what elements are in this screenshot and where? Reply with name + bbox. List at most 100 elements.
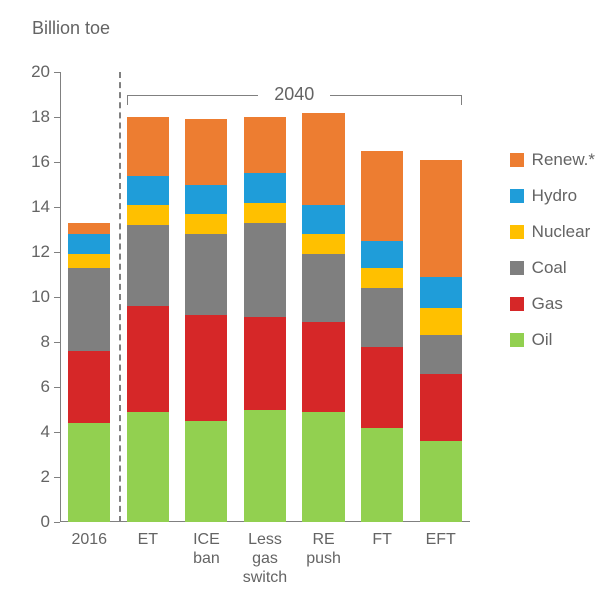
bar-segment-renew [185, 119, 227, 184]
bar-segment-coal [302, 254, 344, 322]
energy-stacked-bar-chart: Billion toe 024681012141618202016ETICE b… [0, 0, 605, 590]
legend-swatch [510, 261, 524, 275]
y-tick [54, 117, 60, 118]
legend-swatch [510, 333, 524, 347]
bars-container [60, 72, 470, 522]
legend-item-coal: Coal [510, 258, 595, 278]
bar [68, 223, 110, 522]
bar [361, 151, 403, 522]
bar-segment-renew [244, 117, 286, 173]
y-tick [54, 252, 60, 253]
bar-segment-gas [420, 374, 462, 442]
y-tick-label: 4 [41, 422, 50, 442]
y-tick [54, 387, 60, 388]
bar-segment-hydro [244, 173, 286, 202]
bar-segment-nuclear [185, 214, 227, 234]
x-category-label: 2016 [60, 530, 119, 549]
period-bracket-tick [461, 95, 462, 105]
legend: Renew.* Hydro Nuclear Coal Gas Oil [510, 150, 595, 350]
bar-segment-coal [361, 288, 403, 347]
y-tick [54, 72, 60, 73]
bar-segment-renew [302, 113, 344, 205]
bar-segment-hydro [420, 277, 462, 309]
y-tick-label: 14 [31, 197, 50, 217]
bar-segment-nuclear [302, 234, 344, 254]
bar-segment-nuclear [361, 268, 403, 288]
y-tick [54, 342, 60, 343]
bar-segment-nuclear [244, 203, 286, 223]
legend-label: Oil [532, 330, 553, 350]
bar-segment-renew [68, 223, 110, 234]
period-label: 2040 [264, 84, 324, 105]
bar-segment-hydro [302, 205, 344, 234]
y-tick-label: 10 [31, 287, 50, 307]
y-axis-title: Billion toe [32, 18, 110, 39]
y-tick-label: 12 [31, 242, 50, 262]
legend-item-renew: Renew.* [510, 150, 595, 170]
legend-label: Nuclear [532, 222, 591, 242]
bar-segment-gas [127, 306, 169, 412]
y-tick [54, 297, 60, 298]
bar-segment-coal [244, 223, 286, 318]
bar-segment-oil [420, 441, 462, 522]
y-tick-label: 8 [41, 332, 50, 352]
bar-segment-coal [185, 234, 227, 315]
x-category-label: Less gas switch [236, 530, 295, 588]
legend-item-gas: Gas [510, 294, 595, 314]
bar-segment-hydro [68, 234, 110, 254]
legend-swatch [510, 225, 524, 239]
bar-segment-oil [361, 428, 403, 523]
bar-segment-oil [68, 423, 110, 522]
scenario-divider [119, 72, 121, 522]
y-tick [54, 207, 60, 208]
y-tick-label: 2 [41, 467, 50, 487]
bar-segment-hydro [127, 176, 169, 205]
bar-segment-coal [68, 268, 110, 351]
period-bracket-line [127, 95, 259, 96]
y-tick [54, 522, 60, 523]
bar-segment-gas [244, 317, 286, 409]
bar-segment-nuclear [68, 254, 110, 268]
bar-segment-oil [127, 412, 169, 522]
legend-swatch [510, 189, 524, 203]
bar [302, 113, 344, 523]
bar-segment-renew [127, 117, 169, 176]
bar [185, 119, 227, 522]
legend-label: Coal [532, 258, 567, 278]
legend-label: Hydro [532, 186, 577, 206]
y-tick [54, 162, 60, 163]
bar-segment-hydro [361, 241, 403, 268]
bar-segment-gas [302, 322, 344, 412]
x-category-label: FT [353, 530, 412, 549]
legend-swatch [510, 297, 524, 311]
legend-item-hydro: Hydro [510, 186, 595, 206]
bar-segment-hydro [185, 185, 227, 214]
y-tick-label: 18 [31, 107, 50, 127]
y-tick [54, 432, 60, 433]
bar-segment-oil [302, 412, 344, 522]
y-tick [54, 477, 60, 478]
x-category-label: ICE ban [177, 530, 236, 568]
y-tick-label: 6 [41, 377, 50, 397]
y-tick-label: 20 [31, 62, 50, 82]
bar-segment-renew [361, 151, 403, 241]
x-category-label: ET [119, 530, 178, 549]
bar-segment-oil [185, 421, 227, 522]
bar-segment-coal [127, 225, 169, 306]
legend-item-nuclear: Nuclear [510, 222, 595, 242]
legend-label: Gas [532, 294, 563, 314]
bar-segment-gas [185, 315, 227, 421]
legend-label: Renew.* [532, 150, 595, 170]
x-category-label: EFT [411, 530, 470, 549]
plot-area: 024681012141618202016ETICE banLess gas s… [60, 72, 470, 522]
y-tick-label: 16 [31, 152, 50, 172]
legend-swatch [510, 153, 524, 167]
y-tick-label: 0 [41, 512, 50, 532]
x-category-label: RE push [294, 530, 353, 568]
bar-segment-renew [420, 160, 462, 277]
bar-segment-gas [361, 347, 403, 428]
bar [244, 117, 286, 522]
bar-segment-coal [420, 335, 462, 373]
period-bracket-line [330, 95, 462, 96]
bar-segment-nuclear [420, 308, 462, 335]
